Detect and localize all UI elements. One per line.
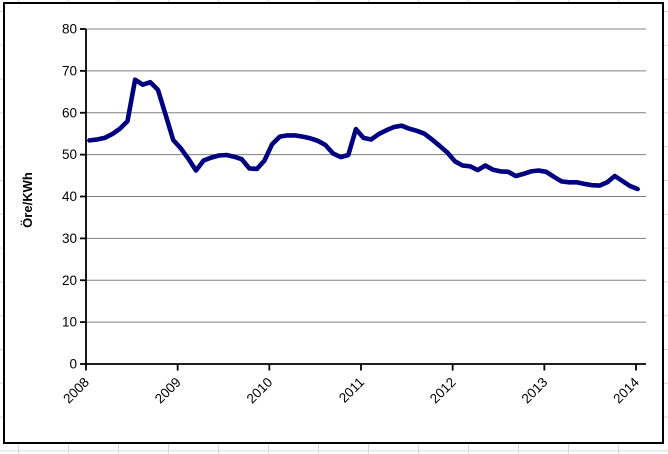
x-tick-label: 2008 xyxy=(60,375,92,407)
x-tick-label: 2010 xyxy=(244,375,276,407)
y-tick-label: 60 xyxy=(62,105,77,120)
y-tick-label: 50 xyxy=(62,147,77,162)
y-tick-label: 20 xyxy=(62,273,77,288)
x-tick-label: 2014 xyxy=(610,374,642,406)
x-tick-label: 2009 xyxy=(152,375,184,407)
y-axis-tick-labels: 0 10 20 30 40 50 60 70 80 xyxy=(62,22,77,372)
y-tick-label: 40 xyxy=(62,189,77,204)
y-tick-label: 80 xyxy=(62,22,77,37)
y-tick-label: 30 xyxy=(62,231,77,246)
y-tick-label: 0 xyxy=(69,357,77,372)
plot-gridlines xyxy=(86,28,646,323)
y-axis-title: Öre/KWh xyxy=(20,172,35,228)
x-tick-label: 2013 xyxy=(519,375,551,407)
y-tick-label: 70 xyxy=(62,63,77,78)
y-tick-label: 10 xyxy=(62,315,77,330)
x-axis-tick-labels: 2008 2009 2010 2011 2012 2013 2014 xyxy=(60,374,642,406)
x-tick-label: 2011 xyxy=(336,375,367,406)
price-series-line xyxy=(87,77,640,192)
axes xyxy=(80,28,646,371)
x-tick-label: 2012 xyxy=(427,375,459,407)
chart-object[interactable]: 0 10 20 30 40 50 60 70 80 2008 2009 2010 2011 2012 20… xyxy=(3,2,664,444)
data-series xyxy=(87,77,640,192)
